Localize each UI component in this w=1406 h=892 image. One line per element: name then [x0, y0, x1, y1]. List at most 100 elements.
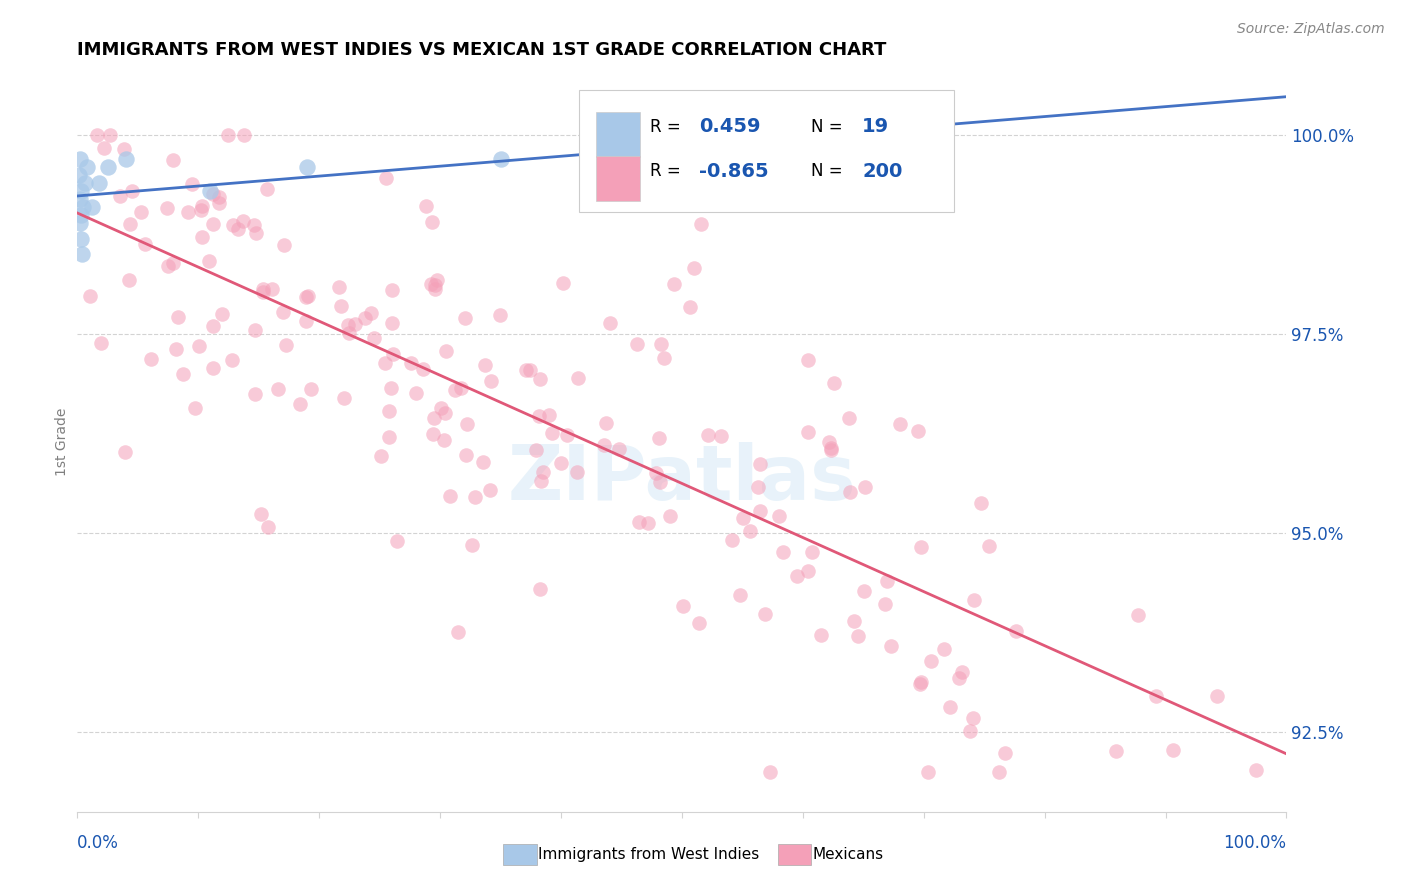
Text: ZIPatlas: ZIPatlas	[508, 442, 856, 516]
Point	[464, 491, 486, 505]
Text: Source: ZipAtlas.com: Source: ZipAtlas.com	[1237, 22, 1385, 37]
Point	[378, 404, 401, 418]
Point	[252, 282, 274, 296]
Point	[837, 411, 859, 425]
Point	[749, 504, 772, 518]
FancyBboxPatch shape	[579, 90, 955, 212]
Point	[934, 641, 956, 656]
Point	[637, 516, 659, 531]
Point	[202, 319, 225, 334]
Point	[747, 480, 769, 494]
Point	[415, 199, 437, 213]
Point	[273, 237, 295, 252]
Point	[950, 665, 973, 680]
Point	[232, 128, 254, 142]
Point	[256, 182, 278, 196]
Point	[447, 625, 470, 640]
Point	[381, 283, 404, 297]
Point	[527, 409, 550, 423]
Point	[250, 507, 273, 521]
Point	[768, 509, 790, 524]
Point	[853, 480, 876, 494]
Point	[550, 456, 572, 470]
Point	[374, 356, 396, 370]
Point	[221, 352, 243, 367]
Point	[426, 272, 449, 286]
Point	[425, 277, 447, 292]
Point	[412, 361, 434, 376]
FancyBboxPatch shape	[596, 156, 640, 202]
Point	[1126, 608, 1149, 623]
Point	[650, 336, 672, 351]
Point	[889, 417, 911, 432]
Point	[917, 764, 939, 779]
Point	[519, 363, 541, 377]
Point	[190, 202, 212, 217]
Point	[382, 347, 405, 361]
Point	[529, 582, 551, 596]
Point	[454, 448, 477, 462]
Text: 200: 200	[862, 161, 903, 181]
Point	[232, 214, 254, 228]
Point	[772, 545, 794, 559]
Point	[489, 152, 512, 166]
Point	[749, 457, 772, 471]
Point	[162, 153, 184, 167]
Point	[294, 290, 316, 304]
Point	[328, 279, 350, 293]
Point	[70, 184, 93, 198]
Point	[659, 509, 682, 524]
Point	[375, 170, 398, 185]
Text: R =: R =	[651, 118, 686, 136]
Point	[378, 429, 401, 443]
Point	[648, 431, 671, 445]
Point	[67, 168, 90, 182]
Point	[295, 160, 318, 174]
Point	[628, 515, 651, 529]
Point	[76, 160, 98, 174]
Point	[817, 434, 839, 449]
Point	[70, 231, 93, 245]
Point	[948, 671, 970, 685]
Point	[678, 300, 700, 314]
Point	[86, 128, 108, 142]
Y-axis label: 1st Grade: 1st Grade	[55, 408, 69, 475]
Point	[380, 381, 402, 395]
Text: -0.865: -0.865	[699, 161, 769, 181]
Point	[172, 367, 194, 381]
Point	[963, 593, 986, 607]
Point	[626, 337, 648, 351]
Point	[846, 629, 869, 643]
Point	[529, 372, 551, 386]
Point	[181, 177, 204, 191]
Point	[98, 128, 121, 142]
Point	[198, 253, 221, 268]
Text: 0.459: 0.459	[699, 118, 761, 136]
Point	[381, 316, 404, 330]
Point	[671, 599, 693, 614]
Point	[434, 406, 457, 420]
Point	[592, 438, 614, 452]
Point	[422, 410, 444, 425]
Point	[754, 607, 776, 621]
Point	[252, 285, 274, 299]
Point	[1244, 763, 1267, 777]
Point	[728, 588, 751, 602]
Point	[288, 397, 311, 411]
Point	[436, 343, 458, 358]
Point	[72, 200, 94, 214]
Point	[96, 160, 118, 174]
Point	[73, 176, 96, 190]
Point	[800, 545, 823, 559]
Point	[118, 272, 141, 286]
Point	[295, 314, 318, 328]
Point	[908, 677, 931, 691]
Point	[165, 343, 187, 357]
Point	[385, 533, 408, 548]
Point	[599, 316, 621, 330]
Point	[489, 308, 512, 322]
Point	[120, 218, 142, 232]
Text: R =: R =	[651, 162, 686, 180]
Point	[260, 282, 283, 296]
Point	[245, 387, 267, 401]
